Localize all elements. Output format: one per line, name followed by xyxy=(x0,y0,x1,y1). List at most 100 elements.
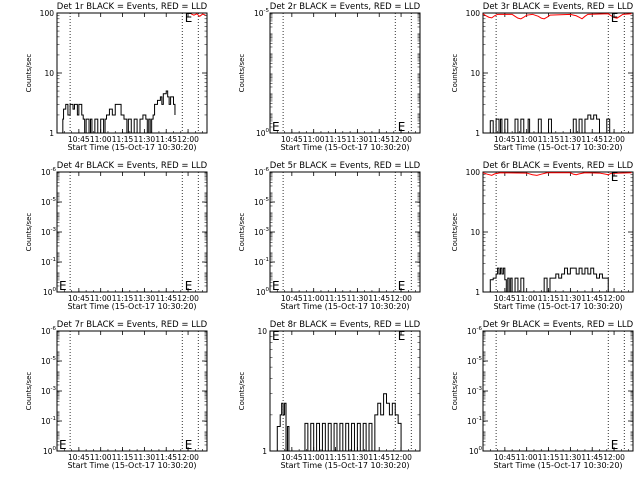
x-tick-label: 11:30 xyxy=(347,453,369,462)
y-tick-label: 10 xyxy=(470,69,480,78)
x-tick-label: 10:45 xyxy=(281,453,303,462)
events-series-line xyxy=(274,393,402,452)
x-tick-label: 11:00 xyxy=(90,135,112,144)
x-tick-label: 12:00 xyxy=(177,453,199,462)
event-marker: E xyxy=(611,170,619,184)
detector-panel: Det 2r BLACK = Events, RED = LLD 10:45 11:… xyxy=(238,2,421,152)
y-axis-label: Counts/sec xyxy=(238,213,246,252)
event-marker: E xyxy=(398,120,406,134)
lld-series-line xyxy=(482,172,632,176)
event-marker: E xyxy=(611,438,619,452)
y-tick-label: 10-6 xyxy=(41,326,57,336)
x-axis-label: Start Time (15-Oct-17 10:30:20) xyxy=(67,461,196,470)
y-tick-label: 100 xyxy=(40,9,55,18)
x-axis-label: Start Time (15-Oct-17 10:30:20) xyxy=(280,302,409,311)
x-tick-label: 11:00 xyxy=(516,135,538,144)
x-tick-label: 11:15 xyxy=(112,453,134,462)
x-tick-label: 10:45 xyxy=(494,135,516,144)
y-tick-label: 1 xyxy=(475,129,480,138)
y-axis-label: Counts/sec xyxy=(25,213,33,252)
y-tick-label: 10-1 xyxy=(467,416,482,426)
y-tick-label: 10-5 xyxy=(41,356,57,366)
x-axis-label: Start Time (15-Oct-17 10:30:20) xyxy=(67,302,196,311)
y-tick-label: 1 xyxy=(475,288,480,297)
y-tick-label: 10-6 xyxy=(467,326,483,336)
panel-title: Det 1r BLACK = Events, RED = LLD xyxy=(57,2,208,12)
y-axis-label: Counts/sec xyxy=(25,372,33,411)
event-marker: E xyxy=(611,11,619,25)
y-tick-label: 100 xyxy=(466,168,481,177)
x-tick-label: 11:30 xyxy=(134,135,156,144)
y-axis-label: Counts/sec xyxy=(25,54,33,93)
panel-title: Det 2r BLACK = Events, RED = LLD xyxy=(270,2,421,12)
y-tick-label: 10-1 xyxy=(254,257,269,267)
x-tick-label: 12:00 xyxy=(177,294,199,303)
y-tick-label: 10-5 xyxy=(254,8,270,18)
x-tick-label: 10:45 xyxy=(494,294,516,303)
plot-frame xyxy=(269,171,421,293)
x-tick-label: 11:15 xyxy=(538,135,560,144)
x-tick-label: 11:45 xyxy=(368,294,390,303)
y-tick-label: 100 xyxy=(43,446,57,456)
x-tick-label: 12:00 xyxy=(603,294,625,303)
y-tick-label: 1 xyxy=(49,129,54,138)
x-axis-label: Start Time (15-Oct-17 10:30:20) xyxy=(67,143,196,152)
y-tick-label: 10-3 xyxy=(467,386,483,396)
plot-frame xyxy=(482,12,634,134)
y-tick-label: 100 xyxy=(256,287,270,297)
panel-title: Det 7r BLACK = Events, RED = LLD xyxy=(57,320,208,330)
y-tick-label: 100 xyxy=(43,287,57,297)
panel-title: Det 4r BLACK = Events, RED = LLD xyxy=(57,161,208,171)
x-tick-label: 11:45 xyxy=(581,453,603,462)
y-tick-label: 10-5 xyxy=(41,197,57,207)
event-marker: E xyxy=(185,279,193,293)
plot-frame xyxy=(269,12,421,134)
x-tick-label: 12:00 xyxy=(390,135,412,144)
x-tick-label: 11:30 xyxy=(560,453,582,462)
x-tick-label: 11:45 xyxy=(368,135,390,144)
panel-title: Det 8r BLACK = Events, RED = LLD xyxy=(270,320,421,330)
y-axis-label: Counts/sec xyxy=(451,54,459,93)
events-series-line xyxy=(487,114,611,134)
event-marker: E xyxy=(272,120,280,134)
plot-frame xyxy=(56,12,208,134)
x-tick-label: 11:30 xyxy=(560,135,582,144)
lld-series-line xyxy=(190,13,206,17)
x-tick-label: 11:00 xyxy=(303,294,325,303)
x-tick-label: 11:30 xyxy=(347,135,369,144)
x-tick-label: 12:00 xyxy=(603,453,625,462)
x-axis-label: Start Time (15-Oct-17 10:30:20) xyxy=(280,461,409,470)
events-series-line xyxy=(487,267,609,293)
x-tick-label: 10:45 xyxy=(281,135,303,144)
x-tick-label: 11:45 xyxy=(155,453,177,462)
event-marker: E xyxy=(59,438,67,452)
x-tick-label: 11:00 xyxy=(90,294,112,303)
y-tick-label: 10-5 xyxy=(467,356,483,366)
y-axis-label: Counts/sec xyxy=(451,213,459,252)
x-tick-label: 11:15 xyxy=(538,294,560,303)
y-tick-label: 10 xyxy=(44,69,54,78)
x-axis-label: Start Time (15-Oct-17 10:30:20) xyxy=(280,143,409,152)
y-tick-label: 10-5 xyxy=(254,197,270,207)
event-marker: E xyxy=(59,279,67,293)
event-marker: E xyxy=(272,279,280,293)
panel-title: Det 3r BLACK = Events, RED = LLD xyxy=(483,2,634,12)
panel-title: Det 6r BLACK = Events, RED = LLD xyxy=(483,161,634,171)
x-tick-label: 11:00 xyxy=(303,453,325,462)
panel-title: Det 9r BLACK = Events, RED = LLD xyxy=(483,320,634,330)
x-tick-label: 11:45 xyxy=(155,294,177,303)
y-axis-label: Counts/sec xyxy=(238,372,246,411)
y-tick-label: 10-6 xyxy=(41,167,57,177)
plot-frame xyxy=(56,330,208,452)
x-tick-label: 10:45 xyxy=(281,294,303,303)
x-tick-label: 12:00 xyxy=(177,135,199,144)
x-tick-label: 11:00 xyxy=(516,294,538,303)
x-tick-label: 11:30 xyxy=(134,294,156,303)
y-tick-label: 10 xyxy=(470,228,480,237)
x-tick-label: 11:45 xyxy=(155,135,177,144)
x-tick-label: 12:00 xyxy=(390,294,412,303)
